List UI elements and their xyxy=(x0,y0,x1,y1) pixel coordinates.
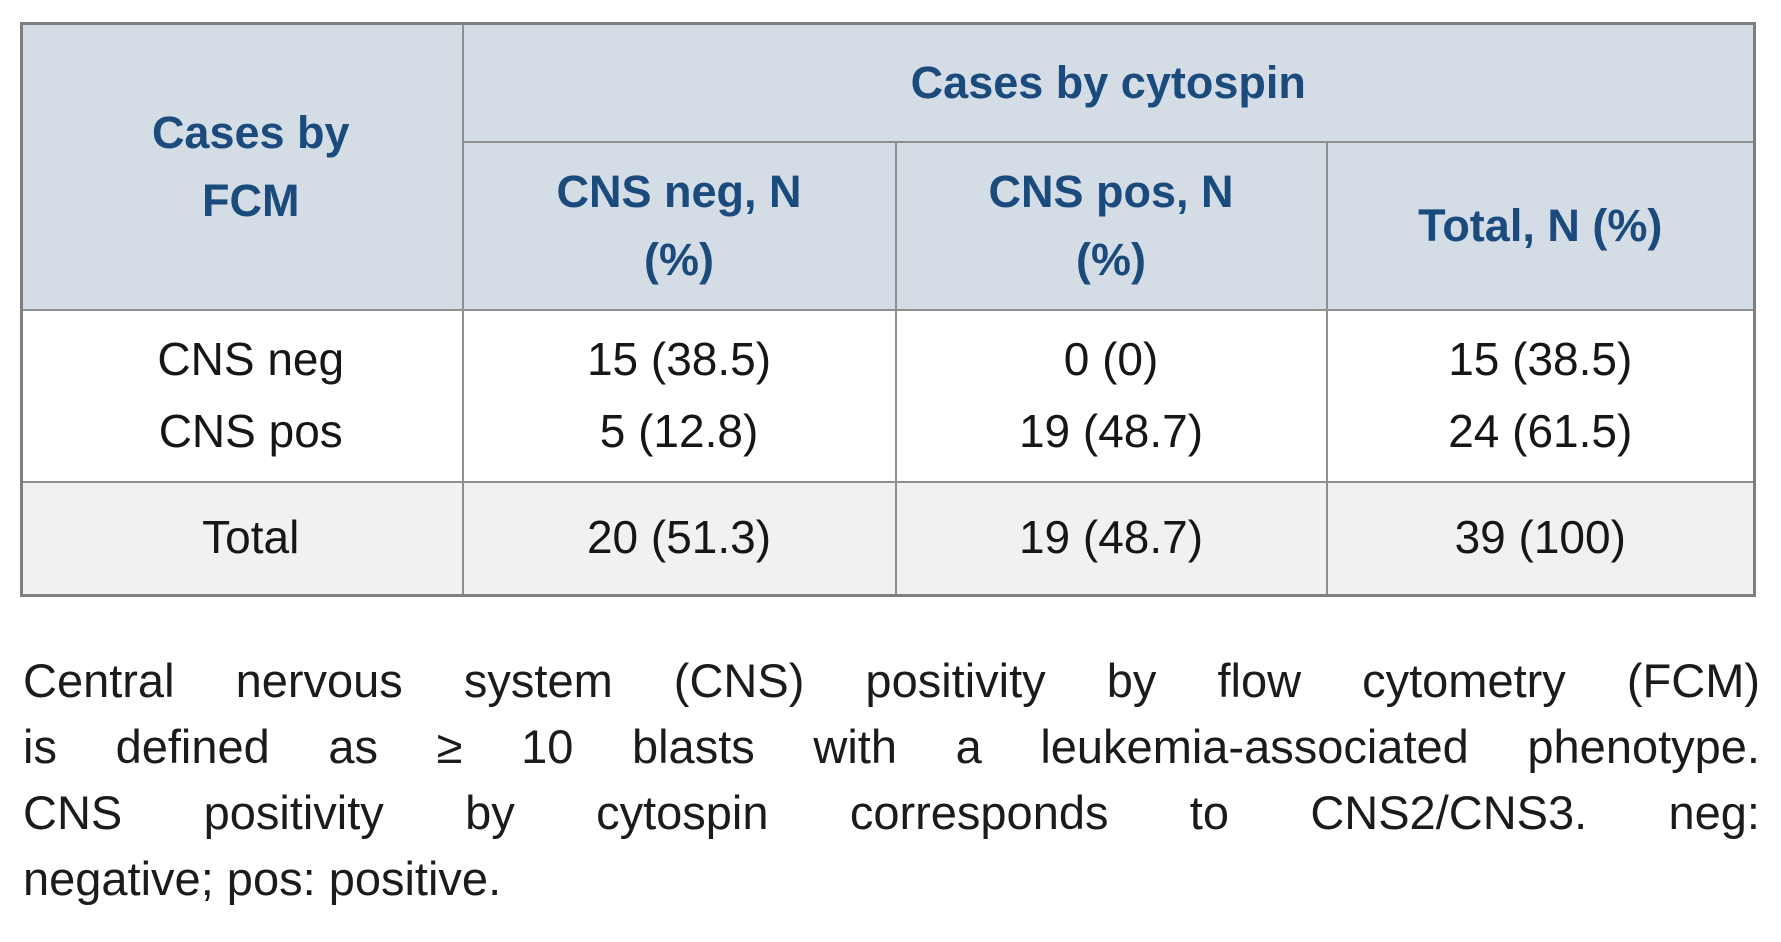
row-labels-cell: CNS neg CNS pos xyxy=(20,308,464,483)
total-grand: 39 (100) xyxy=(1325,480,1756,597)
footnote-line-4: negative; pos: positive. xyxy=(23,852,502,905)
cell-cns-neg-column: 15 (38.5) 5 (12.8) xyxy=(461,308,897,483)
column-header-cns-pos-line1: CNS pos, N xyxy=(988,166,1234,217)
column-header-cns-pos-line2: (%) xyxy=(1076,233,1146,285)
column-header-cns-neg: CNS neg, N (%) xyxy=(461,140,897,311)
column-header-cns-pos: CNS pos, N (%) xyxy=(894,140,1328,311)
footnote: Central nervous system (CNS) positivity … xyxy=(23,648,1760,912)
cell-cns-pos-column: 0 (0) 19 (48.7) xyxy=(894,308,1328,483)
cell-row-totals: 15 (38.5) 24 (61.5) xyxy=(1325,308,1756,483)
total-cns-neg: 20 (51.3) xyxy=(461,480,897,597)
row-dimension-header-line1: Cases by xyxy=(151,107,350,159)
footnote-line-1: Central nervous system (CNS) positivity … xyxy=(23,654,1760,707)
table-row-total: Total 20 (51.3) 19 (48.7) 39 (100) xyxy=(20,480,1756,597)
row-dimension-header-line2: FCM xyxy=(202,174,300,226)
total-row-label: Total xyxy=(20,480,464,597)
table-row-data: CNS neg CNS pos 15 (38.5) 5 (12.8) 0 (0)… xyxy=(20,308,1756,483)
value-fcmpos-cytopos: 19 (48.7) xyxy=(1018,404,1204,457)
row-label-cns-pos: CNS pos xyxy=(158,404,343,457)
value-fcmpos-total: 24 (61.5) xyxy=(1448,404,1633,457)
value-fcmneg-cytoneg: 15 (38.5) xyxy=(586,332,772,385)
value-fcmneg-total: 15 (38.5) xyxy=(1448,332,1633,385)
footnote-line-2: is defined as ≥ 10 blasts with a leukemi… xyxy=(23,720,1760,773)
value-fcmneg-cytopos: 0 (0) xyxy=(1063,332,1159,385)
row-dimension-header-cell: Cases by FCM xyxy=(20,22,464,311)
row-label-cns-neg: CNS neg xyxy=(157,332,345,385)
column-group-header-cell: Cases by cytospin xyxy=(461,22,1756,143)
column-header-total: Total, N (%) xyxy=(1325,140,1756,311)
column-header-cns-neg-line1: CNS neg, N xyxy=(556,166,802,217)
table-row-sub-header: CNS neg, N (%) CNS pos, N (%) Total, N (… xyxy=(22,140,1756,311)
footnote-line-3: CNS positivity by cytospin corresponds t… xyxy=(23,786,1760,839)
column-header-total-line1: Total, N (%) xyxy=(1418,199,1663,251)
value-fcmpos-cytoneg: 5 (12.8) xyxy=(599,404,759,457)
column-header-cns-neg-line2: (%) xyxy=(644,233,714,285)
crosstab-table: Cases by FCM Cases by cytospin CNS neg, … xyxy=(20,22,1756,597)
total-cns-pos: 19 (48.7) xyxy=(894,480,1328,597)
table-row-group-header: Cases by FCM Cases by cytospin xyxy=(20,22,1756,311)
